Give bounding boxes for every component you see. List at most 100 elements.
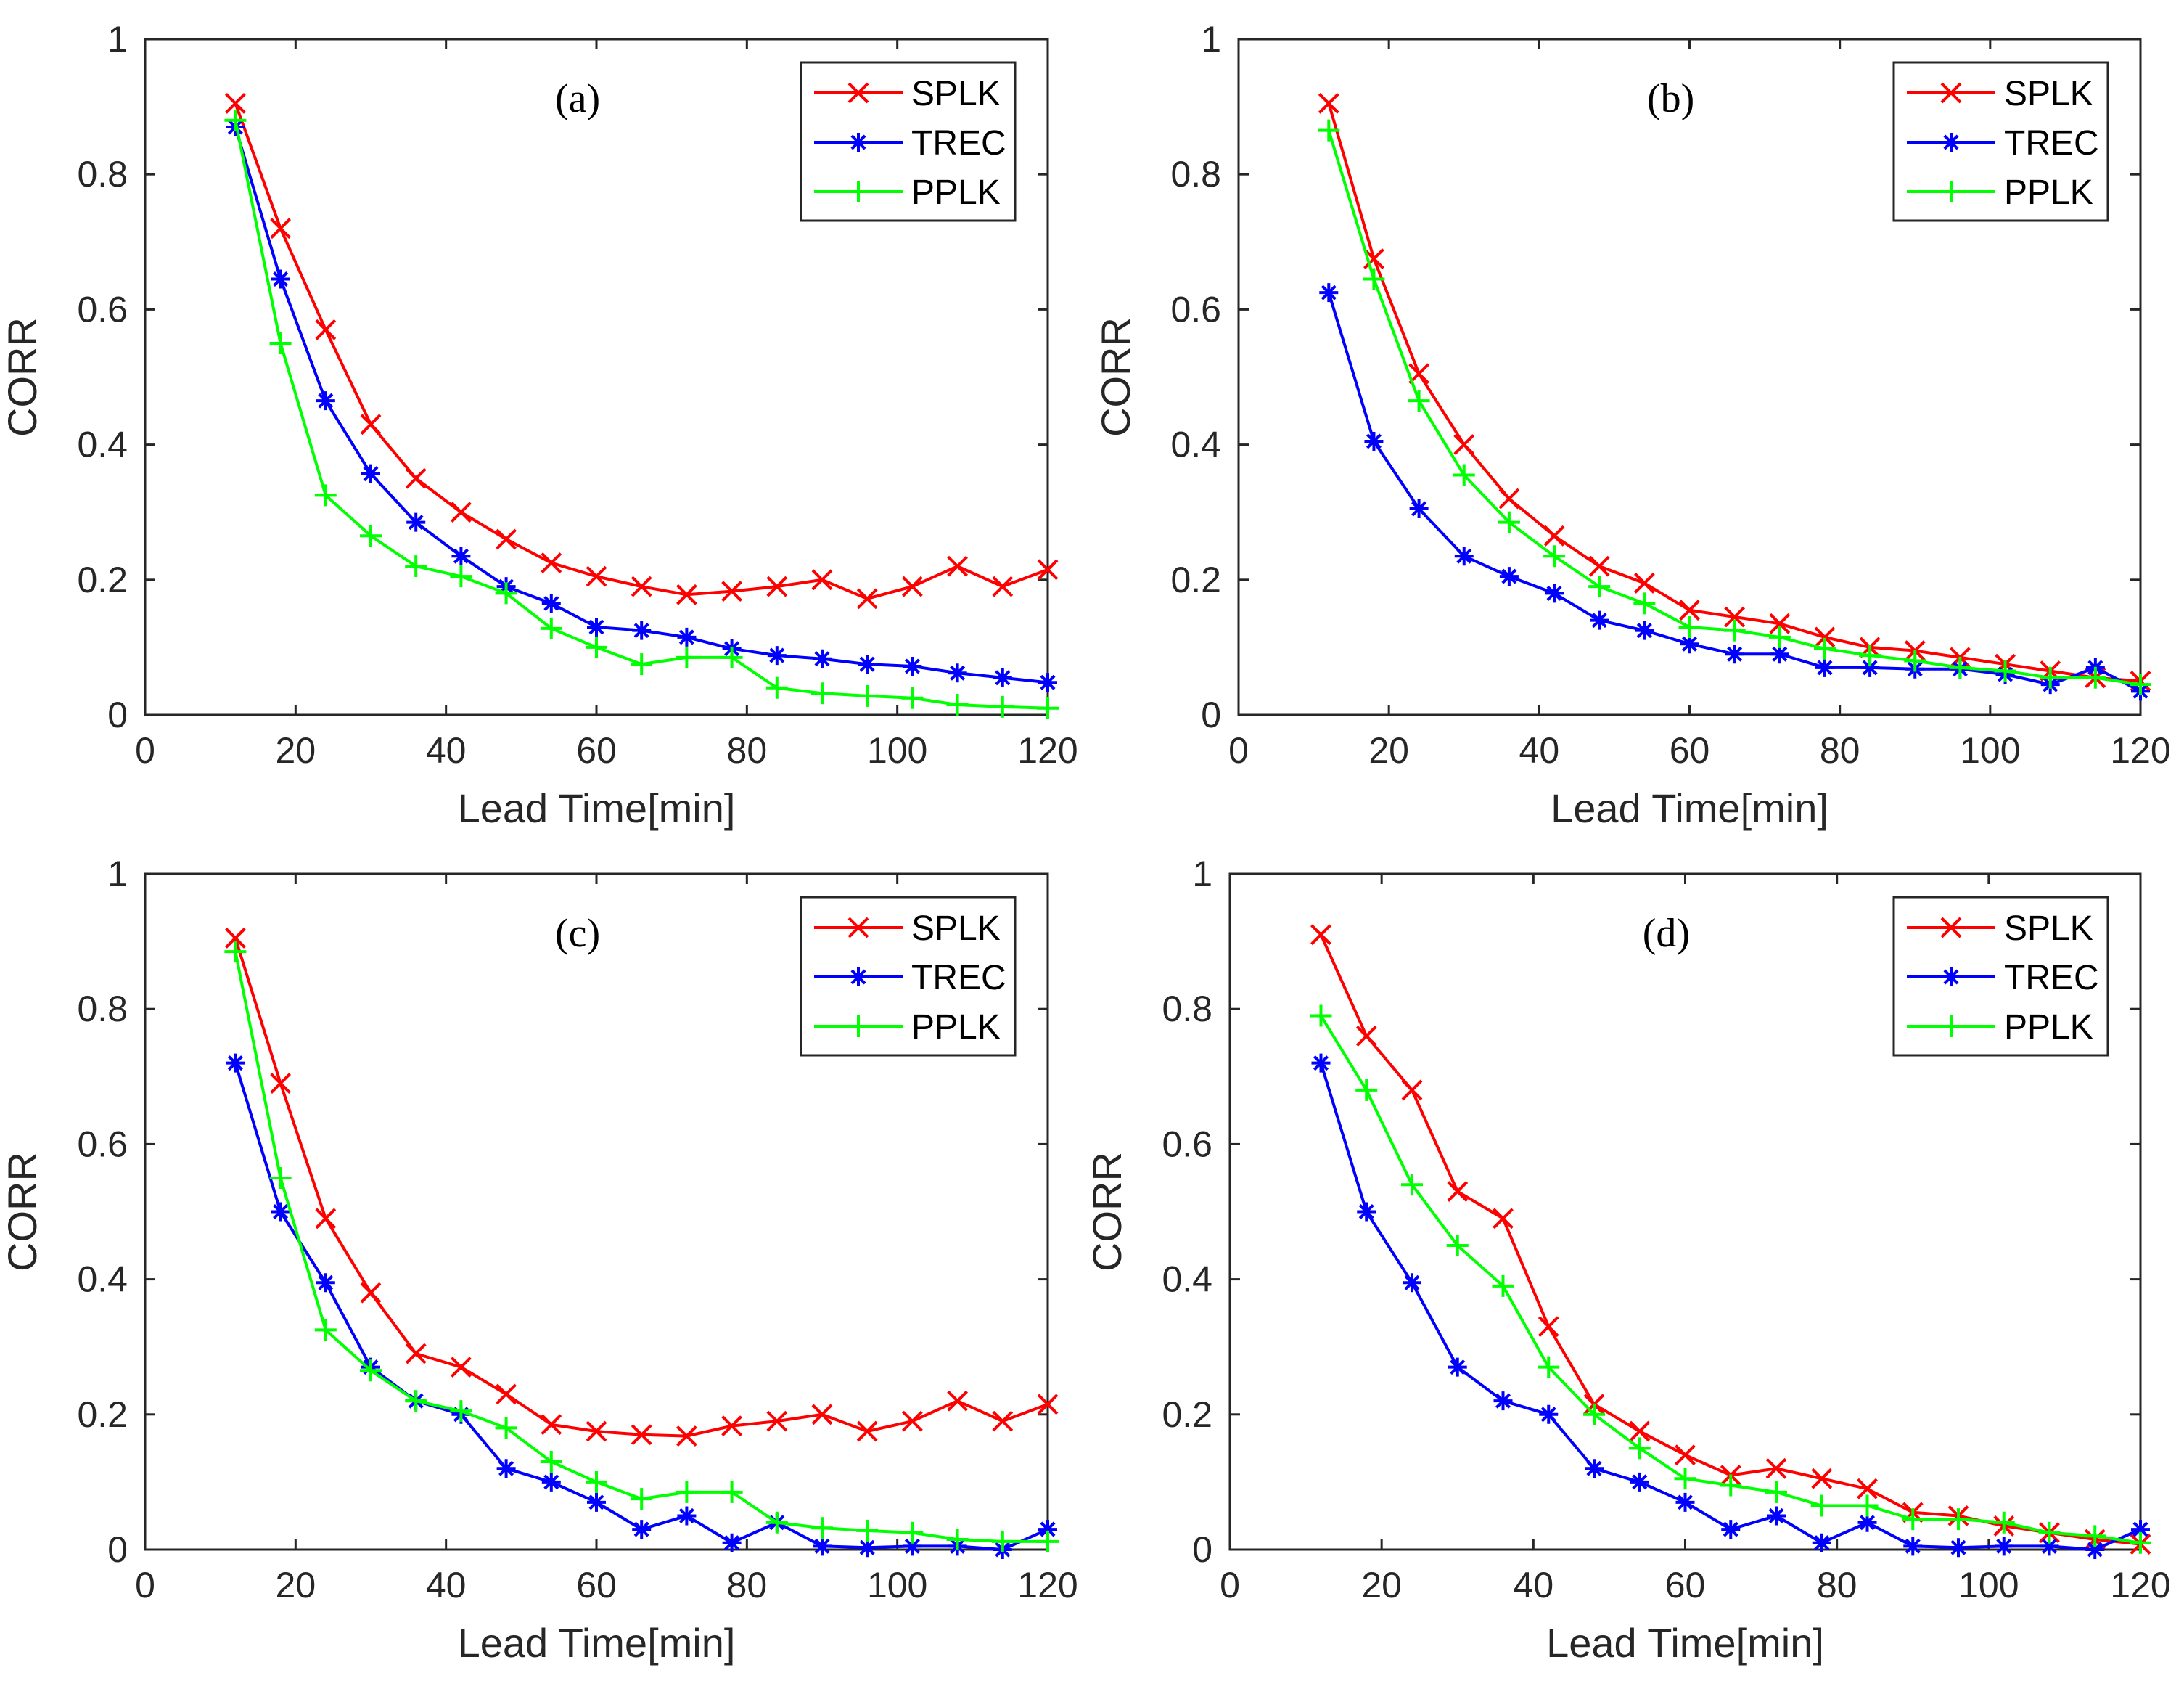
data-point-trec	[1994, 1537, 2013, 1556]
legend-label-pplk: PPLK	[911, 173, 1001, 212]
data-point-splk	[1769, 613, 1791, 634]
y-axis-label: CORR	[1084, 1152, 1130, 1272]
data-point-trec	[361, 464, 380, 483]
data-point-trec	[451, 547, 471, 566]
data-point-pplk	[2038, 1521, 2061, 1544]
data-point-trec	[1815, 658, 1834, 677]
data-point-pplk	[1723, 619, 1746, 642]
y-tick-label: 0.4	[1170, 425, 1221, 465]
data-point-pplk	[314, 1319, 337, 1341]
y-tick-label: 0.8	[1162, 989, 1212, 1029]
data-point-trec	[1499, 567, 1519, 586]
x-tick-label: 40	[426, 730, 467, 771]
x-tick-label: 20	[1361, 1565, 1402, 1605]
data-point-splk	[541, 552, 562, 573]
data-point-pplk	[1453, 464, 1475, 486]
x-tick-label: 0	[135, 1565, 155, 1605]
legend-label-pplk: PPLK	[2004, 1008, 2093, 1047]
data-point-trec	[858, 655, 877, 674]
data-point-trec	[226, 1053, 245, 1073]
y-tick-label: 0.6	[1162, 1124, 1212, 1164]
x-tick-label: 80	[1820, 730, 1860, 771]
legend-label-splk: SPLK	[911, 909, 1001, 948]
data-point-pplk	[1037, 1530, 1059, 1552]
x-tick-label: 0	[1220, 1565, 1240, 1605]
data-point-splk	[1765, 1457, 1787, 1479]
data-point-pplk	[269, 1166, 292, 1189]
data-point-pplk	[269, 332, 292, 354]
x-tick-label: 40	[1514, 1565, 1554, 1605]
data-point-pplk	[2130, 674, 2151, 696]
data-point-pplk	[540, 1450, 562, 1473]
y-tick-label: 1	[107, 19, 128, 60]
data-point-pplk	[901, 687, 924, 709]
data-point-pplk	[1543, 545, 1566, 568]
data-point-trec	[316, 391, 335, 411]
legend-label-splk: SPLK	[911, 75, 1001, 113]
data-point-splk	[1724, 606, 1746, 628]
data-point-splk	[496, 528, 517, 550]
data-point-splk	[766, 576, 788, 597]
data-point-pplk	[1674, 1468, 1696, 1490]
data-point-pplk	[1768, 626, 1791, 648]
data-point-pplk	[224, 941, 247, 963]
legend-label-trec: TREC	[2004, 959, 2099, 997]
data-point-pplk	[991, 695, 1014, 718]
data-point-trec	[632, 1520, 652, 1539]
data-point-pplk	[360, 525, 382, 547]
data-point-pplk	[1859, 645, 1881, 667]
data-point-pplk	[856, 684, 879, 707]
x-tick-label: 0	[1228, 730, 1249, 771]
data-point-trec	[1949, 1538, 1968, 1558]
legend: SPLK TREC PPLK	[800, 61, 1017, 222]
data-point-pplk	[676, 1481, 698, 1503]
x-tick-label: 60	[1670, 730, 1710, 771]
data-point-splk	[901, 576, 923, 597]
y-tick-label: 0.8	[77, 989, 128, 1029]
data-point-trec	[993, 668, 1012, 687]
data-point-splk	[1675, 1444, 1696, 1466]
legend-marker-trec	[849, 133, 868, 152]
x-tick-label: 60	[1665, 1565, 1706, 1605]
data-point-splk	[1318, 93, 1339, 114]
data-point-trec	[1767, 1506, 1786, 1526]
data-point-pplk	[1994, 660, 2016, 682]
x-tick-label: 80	[1817, 1565, 1857, 1605]
data-point-trec	[541, 594, 561, 613]
data-point-splk	[450, 502, 472, 523]
data-point-pplk	[2130, 1531, 2151, 1554]
data-point-pplk	[1720, 1474, 1742, 1497]
data-point-pplk	[586, 636, 607, 658]
data-point-splk	[676, 584, 697, 605]
data-point-pplk	[1538, 1356, 1560, 1378]
data-point-splk	[1401, 1079, 1423, 1101]
x-tick-label: 120	[1017, 1565, 1077, 1605]
data-point-trec	[858, 1538, 877, 1558]
data-point-pplk	[1355, 1079, 1378, 1101]
data-point-trec	[2085, 1540, 2105, 1559]
data-point-trec	[2131, 1520, 2150, 1539]
data-point-trec	[1409, 499, 1429, 519]
data-point-pplk	[1947, 1508, 1969, 1531]
data-point-pplk	[1588, 576, 1611, 598]
legend-marker-pplk	[847, 181, 869, 202]
data-point-splk	[270, 218, 292, 240]
y-tick-label: 1	[1192, 854, 1212, 894]
data-point-pplk	[1813, 637, 1836, 660]
data-point-splk	[856, 1420, 878, 1442]
y-tick-label: 0.2	[77, 560, 128, 600]
data-point-pplk	[991, 1530, 1014, 1552]
x-tick-label: 40	[1519, 730, 1560, 771]
data-point-splk	[1037, 559, 1059, 581]
data-point-trec	[1539, 1404, 1559, 1424]
data-point-trec	[541, 1472, 561, 1492]
legend-marker-trec	[849, 967, 868, 986]
y-axis-label: CORR	[0, 317, 45, 437]
data-point-splk	[721, 1415, 743, 1437]
x-tick-label: 60	[576, 1565, 617, 1605]
panel-label: (c)	[555, 911, 600, 956]
data-point-trec	[1364, 431, 1384, 451]
data-point-splk	[270, 1073, 292, 1094]
data-point-pplk	[314, 484, 337, 507]
data-point-splk	[992, 1410, 1014, 1432]
